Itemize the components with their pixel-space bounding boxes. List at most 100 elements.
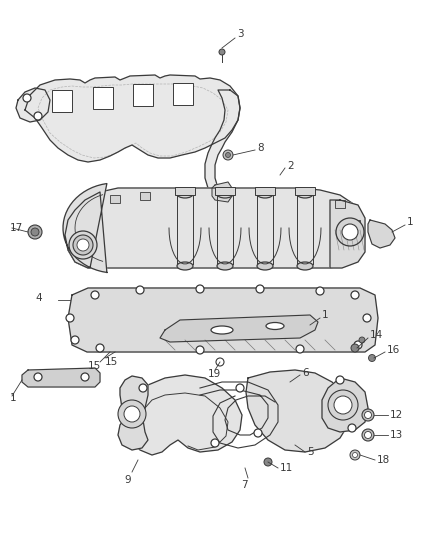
Ellipse shape	[217, 262, 233, 270]
Circle shape	[296, 345, 304, 353]
Circle shape	[77, 239, 89, 251]
Circle shape	[34, 373, 42, 381]
Text: 9: 9	[125, 475, 131, 485]
Polygon shape	[212, 182, 232, 202]
Text: 13: 13	[390, 430, 403, 440]
Polygon shape	[160, 315, 318, 342]
Circle shape	[73, 235, 93, 255]
Ellipse shape	[217, 190, 233, 198]
Circle shape	[364, 411, 371, 418]
Bar	[110, 195, 120, 203]
Ellipse shape	[177, 190, 193, 198]
Circle shape	[34, 112, 42, 120]
Circle shape	[211, 439, 219, 447]
Polygon shape	[322, 378, 368, 432]
Circle shape	[118, 400, 146, 428]
Text: 18: 18	[377, 455, 390, 465]
Circle shape	[196, 285, 204, 293]
Circle shape	[362, 409, 374, 421]
Bar	[350, 220, 360, 228]
Circle shape	[216, 358, 224, 366]
Ellipse shape	[297, 262, 313, 270]
Circle shape	[71, 336, 79, 344]
Circle shape	[264, 458, 272, 466]
Text: 16: 16	[387, 345, 400, 355]
Text: 8: 8	[257, 143, 264, 153]
Ellipse shape	[177, 262, 193, 270]
Polygon shape	[368, 220, 395, 248]
Circle shape	[368, 354, 375, 361]
Text: 3: 3	[237, 29, 244, 39]
Polygon shape	[125, 375, 242, 455]
Polygon shape	[63, 183, 107, 272]
Polygon shape	[22, 368, 100, 387]
Text: 12: 12	[390, 410, 403, 420]
Bar	[215, 187, 235, 195]
Text: 2: 2	[287, 161, 293, 171]
Circle shape	[139, 384, 147, 392]
Circle shape	[69, 231, 97, 259]
Circle shape	[348, 424, 356, 432]
Bar	[133, 84, 153, 106]
Polygon shape	[16, 88, 50, 122]
Text: 14: 14	[370, 330, 383, 340]
Ellipse shape	[257, 262, 273, 270]
Circle shape	[31, 228, 39, 236]
Text: 15: 15	[105, 357, 118, 367]
Circle shape	[363, 314, 371, 322]
Text: 1: 1	[10, 393, 17, 403]
Bar	[335, 200, 345, 208]
Circle shape	[236, 384, 244, 392]
Circle shape	[91, 291, 99, 299]
Polygon shape	[330, 200, 365, 268]
Bar	[295, 187, 315, 195]
Circle shape	[66, 314, 74, 322]
Circle shape	[226, 152, 230, 157]
Circle shape	[328, 390, 358, 420]
Circle shape	[316, 287, 324, 295]
Circle shape	[351, 291, 359, 299]
Polygon shape	[25, 75, 240, 162]
Circle shape	[254, 429, 262, 437]
Text: 1: 1	[407, 217, 413, 227]
Text: 19: 19	[208, 369, 221, 379]
Text: 15: 15	[88, 361, 101, 371]
Circle shape	[223, 150, 233, 160]
Circle shape	[219, 49, 225, 55]
Text: 1: 1	[322, 310, 328, 320]
Text: 11: 11	[280, 463, 293, 473]
Circle shape	[336, 218, 364, 246]
Polygon shape	[118, 376, 148, 450]
Circle shape	[336, 376, 344, 384]
Bar	[173, 83, 193, 105]
Circle shape	[351, 344, 359, 352]
Circle shape	[136, 286, 144, 294]
Circle shape	[196, 346, 204, 354]
Circle shape	[362, 429, 374, 441]
Ellipse shape	[266, 322, 284, 329]
Text: 17: 17	[10, 223, 23, 233]
Text: 7: 7	[241, 480, 247, 490]
Text: 5: 5	[307, 447, 314, 457]
Polygon shape	[68, 288, 378, 352]
Circle shape	[350, 450, 360, 460]
Bar	[93, 87, 113, 109]
Text: 6: 6	[302, 368, 309, 378]
Circle shape	[256, 285, 264, 293]
Polygon shape	[65, 188, 365, 268]
Circle shape	[354, 341, 362, 349]
Bar	[175, 187, 195, 195]
Circle shape	[124, 406, 140, 422]
Bar	[52, 90, 72, 112]
Text: 4: 4	[35, 293, 42, 303]
Circle shape	[359, 337, 365, 343]
Ellipse shape	[257, 190, 273, 198]
Circle shape	[96, 344, 104, 352]
Circle shape	[353, 453, 357, 457]
Bar	[255, 187, 275, 195]
Polygon shape	[246, 370, 350, 452]
Circle shape	[81, 373, 89, 381]
Circle shape	[342, 224, 358, 240]
Bar	[140, 192, 150, 200]
Circle shape	[28, 225, 42, 239]
